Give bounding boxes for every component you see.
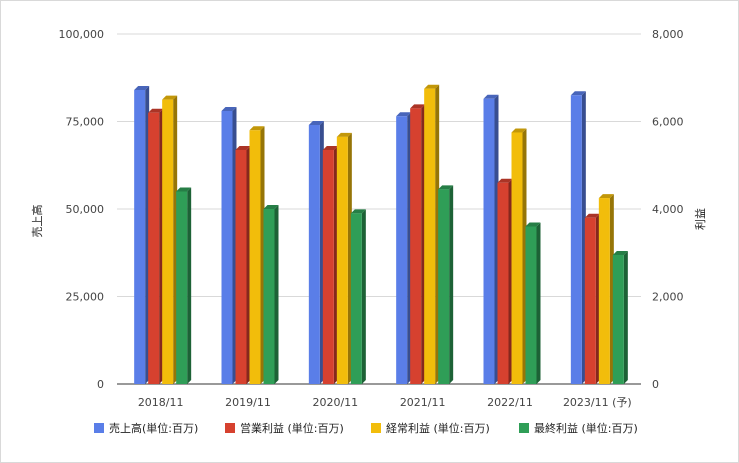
left-tick-label: 100,000 (59, 28, 105, 41)
bar-side (536, 222, 541, 384)
left-axis-title: 売上高 (30, 205, 44, 238)
right-axis-title: 利益 (693, 208, 707, 230)
bar-top (162, 95, 178, 100)
bar (336, 136, 348, 384)
right-tick-label: 2,000 (652, 291, 684, 304)
legend-swatch (519, 423, 529, 433)
left-tick-label: 25,000 (66, 291, 105, 304)
bar (176, 191, 188, 384)
bar-top (612, 250, 628, 255)
bar-side (623, 250, 628, 384)
bar-top (396, 112, 412, 117)
category-label: 2023/11 (予) (563, 396, 632, 409)
left-tick-label: 75,000 (66, 116, 105, 129)
bar (410, 108, 422, 384)
right-tick-label: 6,000 (652, 116, 684, 129)
bar (308, 125, 320, 384)
bar-top (308, 121, 324, 125)
bar (612, 254, 624, 384)
bar-top (249, 126, 265, 131)
bar-top (410, 104, 426, 109)
bar-top (221, 107, 237, 111)
bar (396, 116, 408, 384)
right-tick-label: 8,000 (652, 28, 684, 41)
legend-label: 最終利益 (単位:百万) (534, 421, 638, 435)
left-tick-label: 50,000 (66, 203, 105, 216)
legend-label: 売上高(単位:百万) (109, 421, 198, 435)
legend-label: 経常利益 (単位:百万) (386, 421, 490, 435)
right-tick-label: 4,000 (652, 203, 684, 216)
bar (322, 149, 334, 384)
legend-label: 営業利益 (単位:百万) (240, 421, 344, 435)
bar-side (187, 187, 192, 384)
bar (511, 132, 523, 384)
bar (263, 209, 275, 384)
bar-top (584, 213, 600, 218)
legend-swatch (371, 423, 381, 433)
bar-top (336, 132, 352, 137)
bar-top (438, 185, 454, 190)
bar-side (361, 209, 366, 384)
bar (350, 213, 362, 384)
bar (221, 111, 233, 384)
bar-top (570, 91, 586, 96)
bar-side (449, 185, 454, 384)
bar-top (176, 187, 192, 192)
bar-top (483, 94, 499, 99)
bar-top (424, 84, 440, 89)
bar-top (598, 194, 614, 199)
bar (162, 99, 174, 384)
legend-swatch (225, 423, 235, 433)
bar-top (134, 86, 150, 90)
bar (438, 189, 450, 384)
bar (570, 95, 582, 384)
bar-top (511, 128, 527, 133)
bar (598, 198, 610, 384)
category-label: 2019/11 (225, 396, 271, 409)
bar (584, 217, 596, 384)
bar-top (322, 145, 338, 150)
bar-top (148, 108, 164, 113)
right-tick-label: 0 (652, 378, 659, 391)
category-label: 2022/11 (487, 396, 533, 409)
bar (148, 112, 160, 384)
bar (134, 90, 146, 384)
bar (424, 88, 436, 384)
bar-top (235, 145, 251, 150)
bar (525, 226, 537, 384)
bar (249, 130, 261, 384)
bar-side (274, 205, 279, 384)
legend-swatch (94, 423, 104, 433)
category-label: 2021/11 (400, 396, 446, 409)
left-tick-label: 0 (97, 378, 104, 391)
bar-top (350, 209, 366, 214)
bar (497, 182, 509, 384)
category-label: 2018/11 (138, 396, 184, 409)
category-label: 2020/11 (312, 396, 358, 409)
bar-top (497, 178, 513, 183)
bar-top (525, 222, 541, 227)
bar (235, 149, 247, 384)
bar-top (263, 205, 279, 209)
bar (483, 98, 495, 384)
